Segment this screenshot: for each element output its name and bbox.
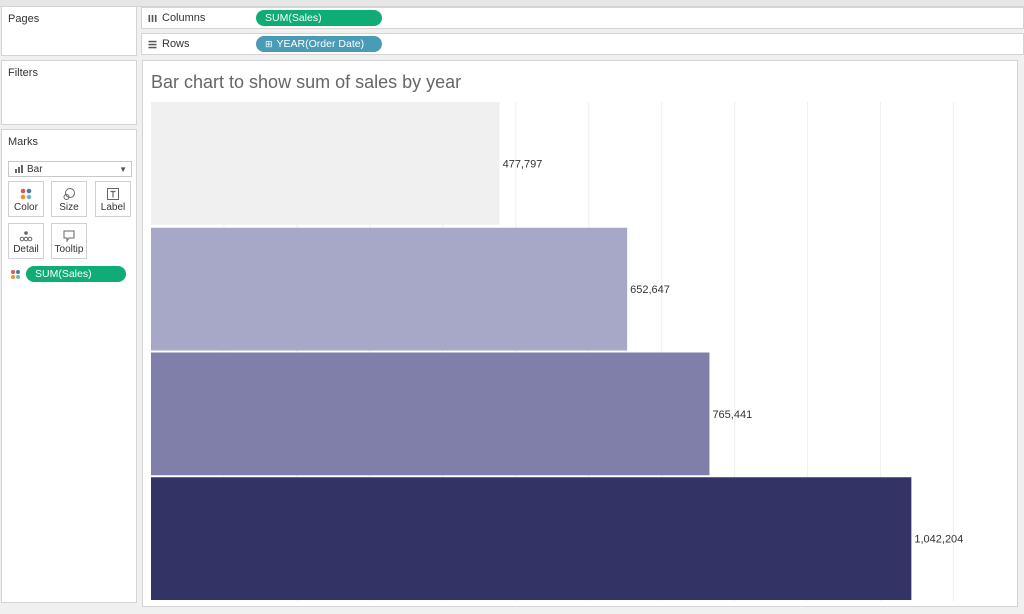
color-button-label: Color [14,202,38,213]
mark-type-dropdown[interactable]: Bar ▼ [8,161,132,177]
detail-button-label: Detail [13,244,39,255]
pages-title: Pages [8,13,40,25]
label-button[interactable]: Label [95,181,131,217]
marks-title: Marks [8,136,38,148]
color-field-pill[interactable]: SUM(Sales) [26,266,126,282]
tooltip-button-label: Tooltip [54,244,84,255]
rows-icon [148,40,157,48]
filters-title: Filters [8,67,38,79]
columns-shelf-label: Columns [148,12,205,24]
color-dots-icon [20,188,32,200]
detail-icon [19,231,33,242]
columns-icon [148,14,157,22]
columns-shelf[interactable]: Columns SUM(Sales) [141,7,1024,29]
rows-shelf[interactable]: Rows ⊞ YEAR(Order Date) [141,33,1024,55]
filters-card[interactable]: Filters [1,60,137,125]
bar-chart: 477,797 652,647 765,441 1,042,204 [151,102,963,601]
rows-shelf-label: Rows [148,38,190,50]
marks-card: Marks Bar ▼ Color Size Label Detail [1,129,137,603]
label-icon [107,188,119,200]
tooltip-icon [63,230,75,243]
bar-data-label: 652,647 [630,284,670,296]
columns-label-text: Columns [162,12,206,24]
columns-pill[interactable]: SUM(Sales) [256,10,382,26]
bar-2[interactable] [151,227,628,351]
bar-1[interactable] [151,102,500,225]
bar-4[interactable] [151,477,912,600]
size-button[interactable]: Size [51,181,87,217]
date-plus-icon: ⊞ [265,38,273,49]
tooltip-button[interactable]: Tooltip [51,223,87,259]
bar-data-label: 765,441 [712,409,752,421]
color-dots-icon [11,269,20,279]
rows-pill-text: YEAR(Order Date) [276,38,365,50]
bar-3[interactable] [151,352,710,476]
rows-pill[interactable]: ⊞ YEAR(Order Date) [256,36,382,52]
pages-card[interactable]: Pages [1,6,137,56]
chart-view: Bar chart to show sum of sales by year 4… [142,60,1018,607]
size-icon [63,188,75,200]
top-toolbar-edge [0,0,1024,7]
chart-title: Bar chart to show sum of sales by year [151,72,462,92]
chevron-down-icon: ▼ [119,165,127,174]
color-button[interactable]: Color [8,181,44,217]
mark-type-value: Bar [27,163,43,175]
detail-button[interactable]: Detail [8,223,44,259]
size-button-label: Size [59,202,79,213]
rows-label-text: Rows [162,38,190,50]
bar-data-label: 477,797 [503,158,543,170]
color-field-row: SUM(Sales) [11,266,126,282]
bar-data-label: 1,042,204 [914,534,963,546]
label-button-label: Label [100,202,126,213]
bar-chart-icon [15,165,23,173]
